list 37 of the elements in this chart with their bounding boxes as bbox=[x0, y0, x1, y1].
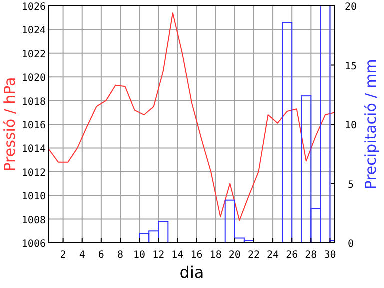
y2-tick-label: 20 bbox=[344, 2, 358, 13]
y-tick-label: 1014 bbox=[22, 144, 46, 156]
y-tick-label: 1026 bbox=[22, 2, 46, 13]
y2-tick-label: 5 bbox=[348, 180, 354, 191]
y-tick-label: 1010 bbox=[22, 192, 46, 203]
x-tick-label: 30 bbox=[324, 250, 336, 261]
x-tick-label: 4 bbox=[79, 250, 86, 261]
x-tick-label: 12 bbox=[152, 250, 165, 261]
y2-tick-label: 0 bbox=[348, 239, 354, 250]
y-tick-label: 1022 bbox=[22, 49, 46, 60]
y-tick-label: 1018 bbox=[22, 96, 46, 108]
x-tick-label: 18 bbox=[210, 250, 222, 261]
x-tick-label: 26 bbox=[286, 250, 298, 261]
x-tick-label: 6 bbox=[98, 250, 104, 261]
x-tick-label: 22 bbox=[248, 250, 260, 261]
x-tick-label: 14 bbox=[172, 250, 184, 261]
y-tick-label: 1020 bbox=[22, 73, 46, 84]
bar bbox=[282, 22, 293, 244]
y-tick-label: 1012 bbox=[22, 168, 46, 179]
x-tick-label: 20 bbox=[228, 250, 241, 261]
y2-tick-label: 15 bbox=[344, 61, 358, 72]
y2-tick-label: 10 bbox=[344, 120, 358, 132]
x-tick-label: 24 bbox=[267, 250, 280, 261]
x-axis-title: dia bbox=[180, 263, 204, 282]
x-tick-label: 2 bbox=[60, 250, 66, 261]
x-tick-label: 16 bbox=[190, 250, 203, 261]
y-axis-title: Pressió / hPa bbox=[1, 77, 19, 172]
line-series bbox=[48, 12, 336, 221]
x-tick-label: 10 bbox=[134, 250, 146, 261]
y-tick-label: 1016 bbox=[22, 120, 46, 132]
x-tick-label: 28 bbox=[305, 250, 318, 261]
y-tick-label: 1008 bbox=[22, 215, 46, 226]
y-tick-label: 1024 bbox=[22, 26, 46, 37]
x-tick-label: 8 bbox=[117, 250, 124, 261]
y2-axis-title: Precipitació / mm bbox=[362, 59, 380, 190]
bar bbox=[224, 200, 236, 244]
y-tick-label: 1006 bbox=[22, 239, 46, 250]
